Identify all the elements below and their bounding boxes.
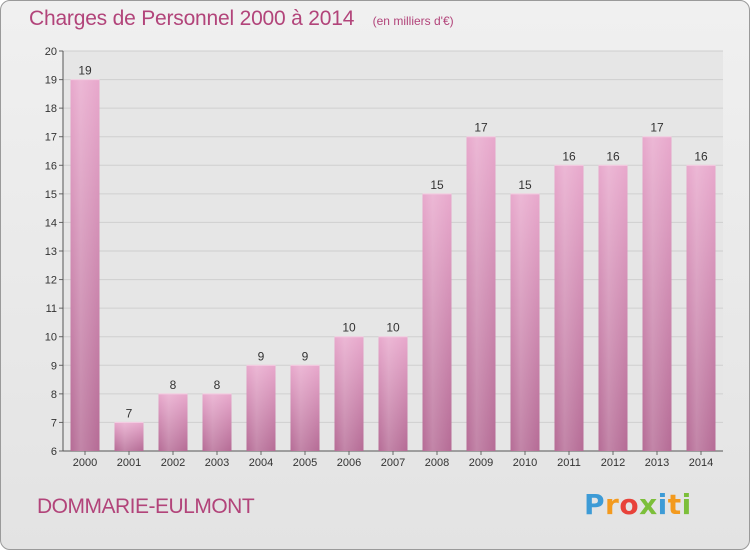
data-label: 15 <box>430 178 444 192</box>
brand-letter: i <box>657 488 668 521</box>
y-tick-label: 15 <box>45 189 57 201</box>
y-tick-label: 10 <box>45 332 57 344</box>
y-tick-label: 20 <box>45 46 57 58</box>
data-label: 16 <box>606 149 620 163</box>
x-tick-label: 2007 <box>381 457 405 469</box>
data-label: 7 <box>126 406 133 420</box>
data-label: 17 <box>474 121 488 135</box>
y-tick-label: 14 <box>45 217 57 229</box>
data-label: 8 <box>170 378 177 392</box>
title-row: Charges de Personnel 2000 à 2014 (en mil… <box>29 7 454 31</box>
bar-highlight <box>70 79 100 452</box>
x-tick-label: 2008 <box>425 457 449 469</box>
x-tick-label: 2006 <box>337 457 361 469</box>
data-label: 15 <box>518 178 532 192</box>
brand-logo: Proxiti <box>584 488 692 521</box>
y-tick-label: 6 <box>51 446 57 458</box>
y-tick-label: 19 <box>45 75 57 87</box>
bar-highlight <box>422 193 452 451</box>
commune-name: DOMMARIE-EULMONT <box>37 495 255 518</box>
data-label: 8 <box>214 378 221 392</box>
x-tick-label: 2014 <box>689 457 713 469</box>
bar-highlight <box>510 193 540 451</box>
bar-highlight <box>598 165 628 452</box>
bar-highlight <box>686 165 716 452</box>
x-tick-label: 2005 <box>293 457 317 469</box>
y-tick-label: 13 <box>45 246 57 258</box>
x-tick-label: 2004 <box>249 457 273 469</box>
brand-letter: x <box>639 488 658 521</box>
data-label: 16 <box>562 149 576 163</box>
data-label: 9 <box>302 349 309 363</box>
y-tick-label: 18 <box>45 103 57 115</box>
data-label: 17 <box>650 121 664 135</box>
brand-letter: o <box>619 488 640 521</box>
bar-highlight <box>378 336 408 451</box>
data-label: 19 <box>78 64 92 78</box>
x-tick-label: 2002 <box>161 457 185 469</box>
data-label: 10 <box>342 321 356 335</box>
bar-highlight <box>642 136 672 451</box>
bar-highlight <box>114 422 144 451</box>
y-tick-label: 7 <box>51 417 57 429</box>
bar-highlight <box>334 336 364 451</box>
x-tick-label: 2001 <box>117 457 141 469</box>
data-label: 16 <box>694 149 708 163</box>
y-tick-label: 8 <box>51 389 57 401</box>
brand-letter: i <box>681 488 692 521</box>
data-label: 10 <box>386 321 400 335</box>
brand-letter: t <box>667 488 682 521</box>
x-tick-label: 2013 <box>645 457 669 469</box>
chart-title: Charges de Personnel 2000 à 2014 <box>29 7 355 30</box>
y-tick-label: 12 <box>45 275 57 287</box>
data-label: 9 <box>258 349 265 363</box>
brand-letter: r <box>605 488 620 521</box>
bar-highlight <box>246 365 276 451</box>
y-tick-label: 17 <box>45 132 57 144</box>
y-tick-label: 16 <box>45 160 57 172</box>
x-tick-label: 2003 <box>205 457 229 469</box>
x-tick-label: 2010 <box>513 457 537 469</box>
y-tick-label: 11 <box>46 303 57 315</box>
bar-highlight <box>202 393 232 451</box>
x-tick-label: 2009 <box>469 457 493 469</box>
x-tick-label: 2012 <box>601 457 625 469</box>
y-tick-label: 9 <box>51 360 57 372</box>
bar-highlight <box>290 365 320 451</box>
chart-subtitle: (en milliers d'€) <box>372 14 454 28</box>
bar-highlight <box>158 393 188 451</box>
x-tick-label: 2000 <box>73 457 97 469</box>
x-tick-label: 2011 <box>557 457 581 469</box>
bar-highlight <box>554 165 584 452</box>
brand-letter: P <box>584 488 606 521</box>
bar-highlight <box>466 136 496 451</box>
